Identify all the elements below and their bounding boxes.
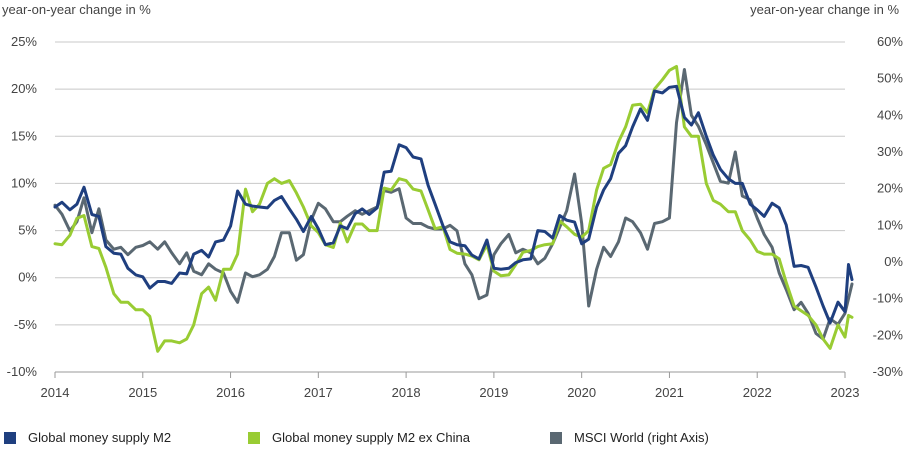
y-tick-right-label: -20% — [873, 327, 904, 342]
y-tick-left-label: 15% — [11, 128, 37, 143]
y-tick-left-label: -10% — [7, 364, 38, 379]
legend: Global money supply M2 Global money supp… — [0, 430, 907, 448]
legend-label-msci: MSCI World (right Axis) — [574, 430, 709, 445]
x-tick-label: 2022 — [743, 385, 772, 400]
x-tick-label: 2020 — [567, 385, 596, 400]
y-tick-left-label: 20% — [11, 81, 37, 96]
left-axis-label: year-on-year change in % — [2, 2, 151, 17]
y-tick-left-label: 10% — [11, 175, 37, 190]
x-tick-label: 2014 — [41, 385, 70, 400]
y-tick-right-label: 20% — [877, 181, 903, 196]
x-tick-label: 2017 — [304, 385, 333, 400]
y-tick-right-label: 60% — [877, 34, 903, 49]
y-tick-left-label: 5% — [18, 223, 37, 238]
y-tick-right-label: 50% — [877, 71, 903, 86]
x-tick-label: 2018 — [392, 385, 421, 400]
legend-item-m2-ex-china: Global money supply M2 ex China — [248, 430, 470, 445]
x-tick-label: 2016 — [216, 385, 245, 400]
y-tick-right-label: -30% — [873, 364, 904, 379]
y-tick-right-label: -10% — [873, 291, 904, 306]
y-tick-left-label: 25% — [11, 34, 37, 49]
legend-item-m2: Global money supply M2 — [4, 430, 171, 445]
legend-item-msci: MSCI World (right Axis) — [550, 430, 709, 445]
legend-swatch-m2 — [4, 431, 16, 444]
x-tick-label: 2023 — [831, 385, 860, 400]
y-tick-left-label: -5% — [14, 317, 38, 332]
x-tick-label: 2015 — [128, 385, 157, 400]
legend-swatch-msci — [550, 431, 562, 444]
y-tick-right-label: 40% — [877, 107, 903, 122]
legend-label-m2-ex-china: Global money supply M2 ex China — [272, 430, 470, 445]
legend-swatch-m2-ex-china — [248, 431, 260, 444]
y-tick-right-label: 10% — [877, 217, 903, 232]
series-line-m2 — [53, 84, 854, 325]
y-tick-left-label: 0% — [18, 270, 37, 285]
right-axis-label: year-on-year change in % — [750, 2, 899, 17]
series-line-msci-world — [53, 68, 854, 341]
legend-label-m2: Global money supply M2 — [28, 430, 172, 445]
y-tick-right-label: 0% — [884, 254, 903, 269]
x-tick-label: 2019 — [479, 385, 508, 400]
x-tick-label: 2021 — [655, 385, 684, 400]
series-line-m2-ex-china — [53, 65, 854, 353]
y-tick-right-label: 30% — [877, 144, 903, 159]
